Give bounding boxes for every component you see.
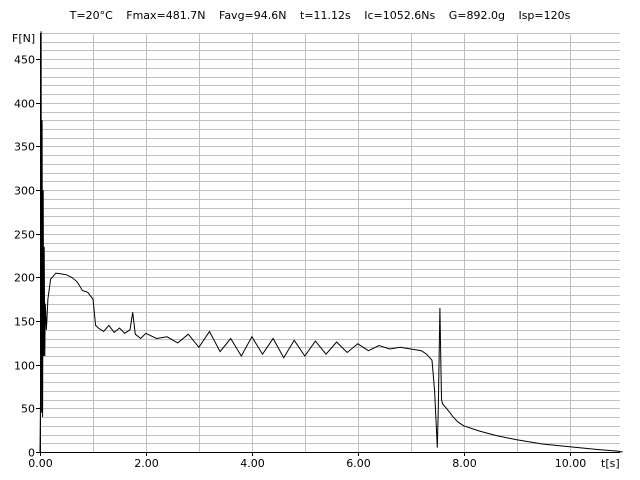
vertical-gridlines xyxy=(93,33,571,452)
y-axis-label: F[N] xyxy=(12,32,35,45)
header-impulse: Ic=1052.6Ns xyxy=(364,9,436,22)
y-axis-ticks: 0 50 100 150 200 250 300 350 400 450 xyxy=(14,54,40,460)
y-tick-label: 100 xyxy=(14,360,35,373)
x-axis-label: t[s] xyxy=(601,457,620,470)
y-tick-label: 350 xyxy=(14,141,35,154)
x-tick-label: 4.00 xyxy=(240,457,265,470)
series-line-0 xyxy=(39,31,623,453)
y-tick-label: 250 xyxy=(14,229,35,242)
x-axis-ticks: 0.00 2.00 4.00 6.00 8.00 10.00 xyxy=(28,452,586,470)
header-isp: Isp=120s xyxy=(518,9,571,22)
y-tick-label: 300 xyxy=(14,185,35,198)
x-tick-label: 10.00 xyxy=(555,457,587,470)
header-fmax: Fmax=481.7N xyxy=(126,9,206,22)
horizontal-gridlines xyxy=(40,33,620,444)
chart-header: T=20°C Fmax=481.7N Favg=94.6N t=11.12s I… xyxy=(0,9,640,22)
x-tick-label: 0.00 xyxy=(28,457,53,470)
y-tick-label: 50 xyxy=(21,403,35,416)
header-favg: Favg=94.6N xyxy=(219,9,287,22)
y-tick-label: 400 xyxy=(14,98,35,111)
header-temperature: T=20°C xyxy=(69,9,113,22)
y-tick-label: 0 xyxy=(28,447,35,460)
x-tick-label: 2.00 xyxy=(134,457,159,470)
header-mass: G=892.0g xyxy=(448,9,505,22)
series-layer xyxy=(39,31,623,453)
x-tick-label: 6.00 xyxy=(346,457,371,470)
y-tick-label: 450 xyxy=(14,54,35,67)
header-time: t=11.12s xyxy=(300,9,351,22)
y-tick-label: 150 xyxy=(14,316,35,329)
x-tick-label: 8.00 xyxy=(452,457,477,470)
y-tick-label: 200 xyxy=(14,272,35,285)
